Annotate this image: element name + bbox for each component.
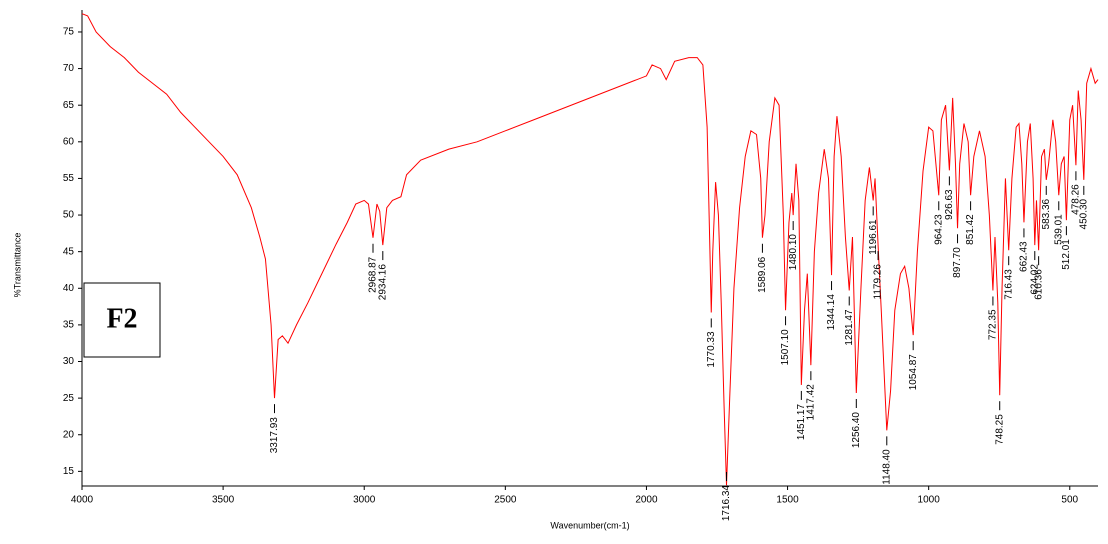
x-tick-label: 1000 bbox=[918, 495, 941, 506]
peak-label: 1716.34 bbox=[721, 485, 732, 522]
peak-label: 1148.40 bbox=[881, 449, 892, 485]
peak-label: 1344.14 bbox=[826, 294, 837, 331]
y-tick-label: 60 bbox=[63, 136, 75, 147]
peak-label: 2934.16 bbox=[377, 264, 388, 301]
peak-label: 1417.42 bbox=[806, 384, 817, 421]
peak-label: 3317.93 bbox=[269, 417, 280, 454]
x-tick-label: 2500 bbox=[494, 495, 517, 506]
y-tick-label: 50 bbox=[63, 210, 75, 221]
panel-box bbox=[83, 282, 161, 358]
y-tick-label: 35 bbox=[63, 320, 75, 331]
peak-label: 610.36 bbox=[1033, 269, 1044, 300]
x-tick-label: 3500 bbox=[212, 495, 235, 506]
x-tick-label: 2000 bbox=[635, 495, 658, 506]
peak-label: 478.26 bbox=[1071, 184, 1082, 215]
spectrum-line bbox=[81, 13, 1099, 486]
y-tick-label: 15 bbox=[63, 466, 75, 477]
y-tick-label: 25 bbox=[63, 393, 75, 404]
x-tick-label: 1500 bbox=[776, 495, 799, 506]
peak-label: 1179.26 bbox=[873, 264, 884, 300]
y-tick-label: 70 bbox=[63, 63, 75, 74]
y-tick-label: 40 bbox=[63, 283, 75, 294]
peak-label: 662.43 bbox=[1019, 241, 1030, 272]
peak-label: 450.30 bbox=[1078, 198, 1089, 229]
peak-label: 1054.87 bbox=[908, 354, 919, 391]
peak-label: 748.25 bbox=[994, 414, 1005, 445]
y-tick-label: 45 bbox=[63, 246, 75, 257]
panel-label: F2 bbox=[106, 303, 137, 334]
peak-label: 1589.06 bbox=[757, 256, 768, 293]
peak-label: 772.35 bbox=[988, 309, 999, 340]
peak-label: 1256.40 bbox=[851, 412, 862, 449]
peak-label: 2968.87 bbox=[368, 256, 379, 293]
x-tick-label: 3000 bbox=[353, 495, 376, 506]
x-tick-label: 500 bbox=[1061, 495, 1078, 506]
peak-label: 512.01 bbox=[1061, 239, 1072, 270]
peak-label: 851.42 bbox=[965, 214, 976, 245]
peak-label: 539.01 bbox=[1053, 214, 1064, 245]
peak-label: 964.23 bbox=[933, 214, 944, 245]
y-tick-label: 65 bbox=[63, 100, 75, 111]
y-axis-title: %Transmittance bbox=[12, 233, 22, 298]
y-tick-label: 30 bbox=[63, 356, 75, 367]
peak-label: 1480.10 bbox=[788, 234, 799, 271]
peak-label: 583.36 bbox=[1041, 198, 1052, 229]
peak-label: 926.63 bbox=[944, 189, 955, 220]
y-tick-label: 75 bbox=[63, 27, 75, 38]
peak-label: 897.70 bbox=[952, 247, 963, 278]
y-tick-label: 55 bbox=[63, 173, 75, 184]
peak-label: 1507.10 bbox=[780, 329, 791, 366]
x-tick-label: 4000 bbox=[71, 495, 94, 506]
peak-label: 1281.47 bbox=[844, 309, 855, 346]
y-tick-label: 20 bbox=[63, 429, 75, 440]
peak-label: 1451.17 bbox=[796, 404, 807, 441]
peak-label: 1196.61 bbox=[868, 219, 879, 255]
peak-label: 1770.33 bbox=[706, 331, 717, 368]
x-axis-title: Wavenumber(cm-1) bbox=[550, 520, 629, 530]
peak-label: 716.43 bbox=[1003, 269, 1014, 300]
peak-label: 624.02 bbox=[1029, 264, 1040, 295]
